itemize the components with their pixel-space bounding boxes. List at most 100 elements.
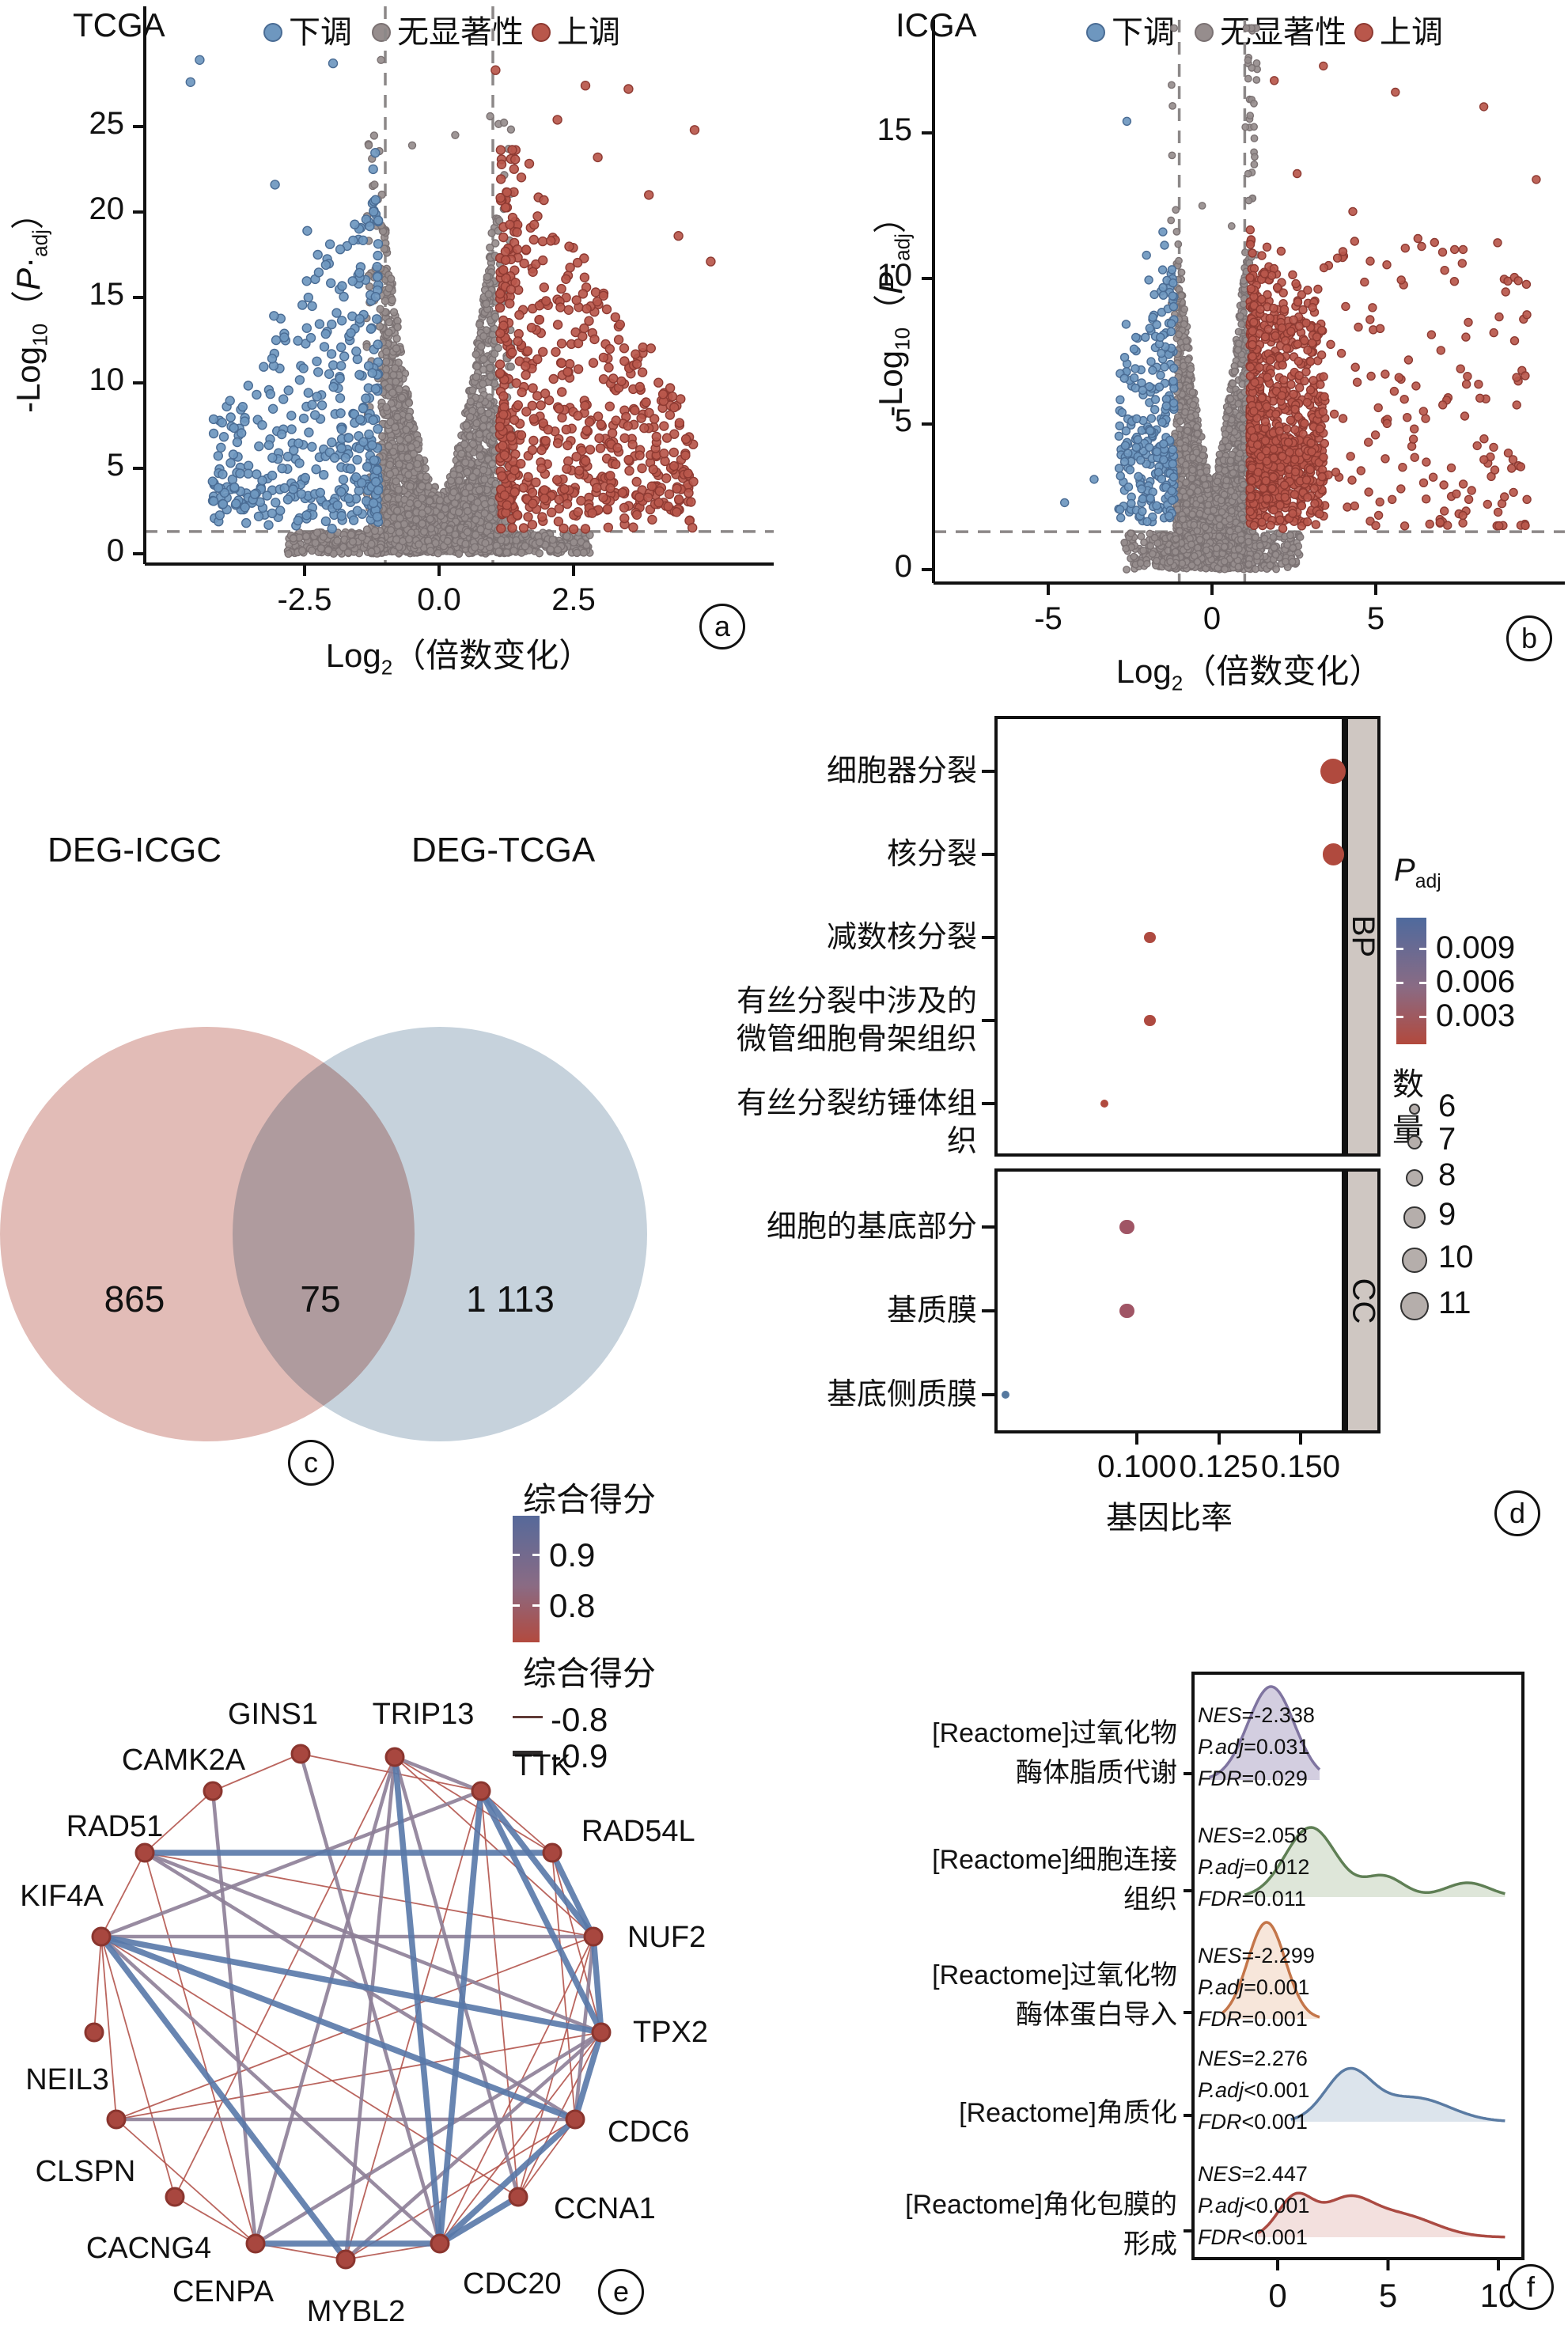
data-point-ns	[405, 413, 412, 420]
data-point-up	[572, 453, 581, 461]
data-point-up	[524, 513, 532, 521]
data-point-ns	[383, 348, 390, 355]
data-point-down	[255, 512, 263, 521]
data-point-up	[632, 478, 641, 487]
data-point-up	[617, 377, 626, 386]
data-point-down	[311, 411, 320, 419]
data-point-ns	[549, 536, 556, 543]
data-point-down	[242, 519, 251, 528]
data-point-up	[669, 448, 678, 456]
data-point-up	[586, 445, 595, 454]
data-point-up	[539, 347, 547, 356]
data-point-up	[589, 358, 598, 367]
data-point-down	[294, 439, 303, 448]
data-point-up	[513, 510, 522, 519]
data-point-ns	[379, 433, 386, 440]
data-point-down	[312, 357, 321, 365]
data-point-up	[559, 524, 568, 532]
data-point-up	[638, 464, 646, 473]
data-point-ns	[458, 450, 465, 457]
data-point-up	[606, 471, 615, 480]
data-point-down	[304, 293, 312, 302]
data-point-down	[374, 216, 383, 225]
data-point-up	[499, 266, 508, 275]
data-point-ns	[469, 474, 476, 481]
data-point-up	[500, 451, 509, 460]
data-point-ns	[383, 358, 390, 365]
data-point-ns	[494, 344, 502, 351]
data-point-ns	[474, 499, 481, 506]
data-point-up	[528, 267, 537, 276]
data-point-up	[593, 297, 602, 306]
data-point-down	[337, 362, 346, 370]
data-point-ns	[406, 536, 413, 543]
data-point-ns	[392, 478, 400, 485]
data-point-down	[320, 343, 329, 351]
data-point-up	[675, 418, 684, 427]
data-point-down	[328, 350, 336, 358]
data-point-ns	[365, 142, 373, 149]
data-point-up	[563, 368, 572, 377]
data-point-down	[332, 309, 341, 317]
data-point-ns	[312, 540, 319, 547]
data-point-down	[302, 511, 311, 520]
data-point-up	[558, 359, 566, 368]
data-point-down	[371, 384, 380, 393]
data-point-down	[226, 459, 235, 468]
data-point-ns	[441, 506, 449, 513]
data-point-ns	[396, 514, 403, 521]
data-point-up	[537, 464, 546, 473]
data-point-up	[517, 460, 525, 468]
data-point-ns	[407, 483, 414, 490]
data-point-ns	[480, 467, 487, 474]
data-point-up	[603, 305, 612, 314]
data-point-ns	[437, 497, 444, 504]
data-point-up	[555, 404, 563, 413]
data-point-down	[225, 396, 234, 405]
data-point-ns	[381, 297, 388, 305]
data-point-down	[340, 352, 349, 361]
data-point-up	[566, 263, 574, 272]
data-point-up	[520, 524, 528, 532]
data-point-ns	[371, 181, 378, 188]
data-point-up	[582, 305, 591, 313]
data-point-down	[237, 429, 246, 437]
data-point-up	[529, 437, 538, 445]
data-point-ns	[489, 460, 496, 468]
data-point-down	[372, 478, 381, 487]
data-point-up	[606, 484, 615, 493]
data-point-ns	[368, 540, 375, 547]
data-point-up	[511, 155, 520, 164]
data-point-up	[517, 388, 526, 396]
data-point-up	[528, 488, 537, 497]
data-point-up	[501, 248, 509, 256]
data-point-down	[312, 465, 320, 474]
data-point-ns	[445, 526, 453, 533]
data-point-ns	[485, 410, 492, 417]
data-point-up	[620, 357, 629, 365]
data-point-ns	[472, 373, 479, 381]
data-point-up	[611, 312, 619, 321]
data-point-down	[368, 441, 377, 449]
data-point-ns	[510, 547, 517, 555]
data-point-up	[640, 424, 649, 433]
data-point-up	[676, 395, 685, 403]
data-point-up	[604, 523, 612, 532]
data-point-up	[638, 368, 647, 377]
data-point-up	[540, 196, 548, 205]
data-point-ns	[414, 460, 421, 468]
data-point-down	[373, 425, 382, 434]
data-point-up	[575, 466, 584, 475]
data-point-up	[613, 444, 622, 453]
data-point-down	[337, 425, 346, 434]
data-point-ns	[415, 501, 422, 508]
data-point-up	[670, 462, 679, 471]
data-point-up	[623, 422, 632, 430]
data-point-up	[513, 228, 521, 237]
data-point-ns	[299, 547, 306, 555]
data-point-up	[562, 464, 571, 473]
data-point-down	[313, 251, 322, 259]
data-point-ns	[472, 351, 479, 358]
data-point-up	[689, 477, 698, 486]
